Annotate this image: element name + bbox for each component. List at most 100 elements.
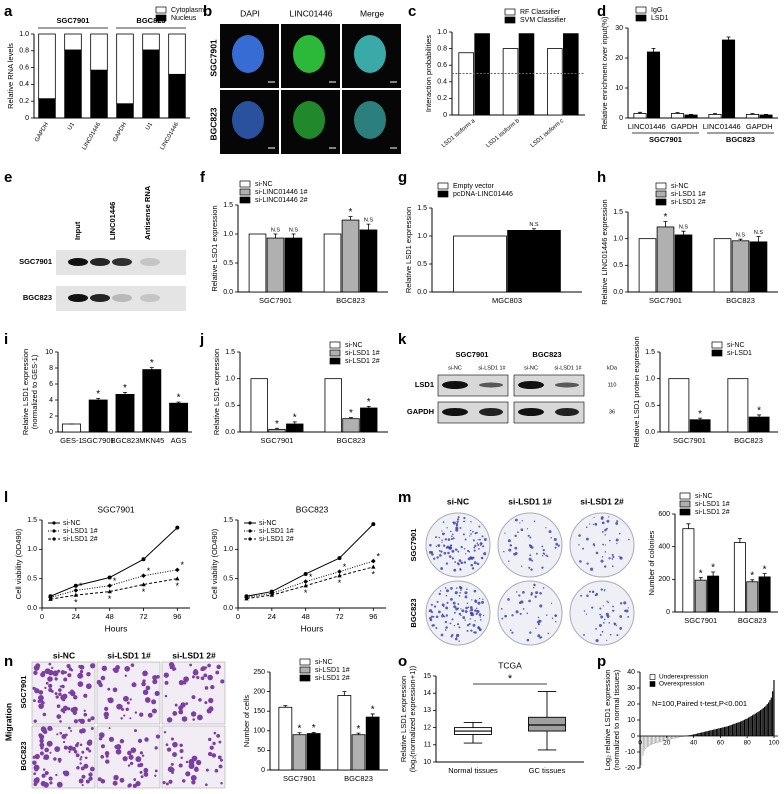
y-tick-label: 0.5 xyxy=(613,262,623,269)
panel-letter: p xyxy=(597,653,606,670)
significance: * xyxy=(357,724,361,735)
bar xyxy=(768,702,770,736)
bar xyxy=(250,378,268,433)
bar xyxy=(705,731,707,736)
error-bar xyxy=(297,732,302,735)
colony xyxy=(482,598,484,600)
cell-dot xyxy=(137,738,143,744)
cell-dot xyxy=(204,666,208,669)
colony xyxy=(609,539,611,542)
cell-dot xyxy=(76,765,80,770)
y-tick-label: 0.5 xyxy=(223,576,233,583)
error-bar xyxy=(686,523,691,529)
cell-dot xyxy=(79,743,83,747)
colony xyxy=(539,604,543,608)
cell-dot xyxy=(33,772,37,776)
bar xyxy=(695,733,697,736)
x-tick-label: 96 xyxy=(173,612,181,621)
colony xyxy=(578,544,580,546)
colony xyxy=(437,610,441,614)
colony xyxy=(457,516,460,519)
colony xyxy=(530,568,533,571)
cell-dot xyxy=(114,744,119,749)
colony xyxy=(507,598,510,601)
cell-dot xyxy=(90,663,96,669)
cell-dot xyxy=(207,663,211,668)
colony xyxy=(616,634,619,637)
colony xyxy=(583,610,586,612)
bar xyxy=(707,575,720,613)
y-tick-label: 0.5 xyxy=(417,261,427,268)
colony xyxy=(451,535,453,538)
y-axis-label: Relative LSD1 expression xyxy=(404,207,413,293)
colony xyxy=(453,611,456,614)
x-tick-label: 20 xyxy=(663,740,671,747)
colony xyxy=(593,516,595,519)
significance: * xyxy=(343,562,347,572)
cell-dot xyxy=(126,701,130,705)
colony xyxy=(447,551,450,555)
point xyxy=(73,583,78,588)
cell-dot xyxy=(216,664,221,670)
colony xyxy=(459,586,463,590)
colony xyxy=(463,547,466,550)
cell-dot xyxy=(213,731,217,735)
colony xyxy=(441,530,443,532)
cell-dot xyxy=(38,733,43,738)
legend-swatch xyxy=(437,190,449,198)
bar-segment xyxy=(142,33,160,51)
band xyxy=(518,408,544,416)
colony xyxy=(619,615,623,618)
colony xyxy=(457,603,460,605)
cell-dot xyxy=(39,742,45,748)
cell-dot xyxy=(65,733,68,737)
colony xyxy=(611,553,614,557)
colony xyxy=(445,626,448,629)
legend-label: si-LINC01446 1# xyxy=(255,189,308,196)
colony xyxy=(460,562,462,564)
colony xyxy=(533,584,536,587)
bar xyxy=(656,735,659,743)
cell-dot xyxy=(192,718,196,721)
cell-dot xyxy=(85,779,90,784)
x-tick-label: GAPDH xyxy=(671,122,698,131)
point xyxy=(303,583,308,588)
bar xyxy=(760,710,762,736)
colony xyxy=(458,640,460,642)
colony xyxy=(519,612,522,615)
nucleus xyxy=(232,35,264,73)
cell-dot xyxy=(108,727,111,730)
colony xyxy=(455,526,459,530)
colony xyxy=(469,610,471,612)
cell-dot xyxy=(185,702,189,705)
x-tick-label: 0 xyxy=(638,740,642,747)
legend-label: si-LSD1 xyxy=(727,350,752,357)
legend-swatch xyxy=(155,6,167,14)
legend-swatch xyxy=(504,16,516,24)
colony xyxy=(600,516,604,519)
bar-segment xyxy=(90,33,108,71)
y-axis-label: Number of colonies xyxy=(647,530,656,595)
bar xyxy=(654,735,656,744)
bar xyxy=(286,423,304,433)
size-label: 110 xyxy=(608,382,617,388)
cell-dot xyxy=(163,672,169,678)
cell-dot xyxy=(170,737,175,741)
colony xyxy=(603,590,606,592)
cell-dot xyxy=(38,703,44,709)
bar xyxy=(759,114,773,119)
x-tick-label: MGC803 xyxy=(492,296,522,305)
cell-dot xyxy=(81,750,85,754)
cell-dot xyxy=(183,676,189,683)
colony xyxy=(460,608,462,610)
cell-dot xyxy=(190,711,197,717)
cell-dot xyxy=(208,697,214,704)
cell-dot xyxy=(33,664,40,671)
x-tick-label: LINC01446 xyxy=(82,121,103,151)
colony xyxy=(438,549,441,552)
colony xyxy=(627,615,630,618)
x-tick-label: BGC823 xyxy=(738,616,767,625)
colony xyxy=(588,590,591,593)
cell-dot xyxy=(118,704,123,709)
y-tick-label: 1.5 xyxy=(223,202,233,209)
